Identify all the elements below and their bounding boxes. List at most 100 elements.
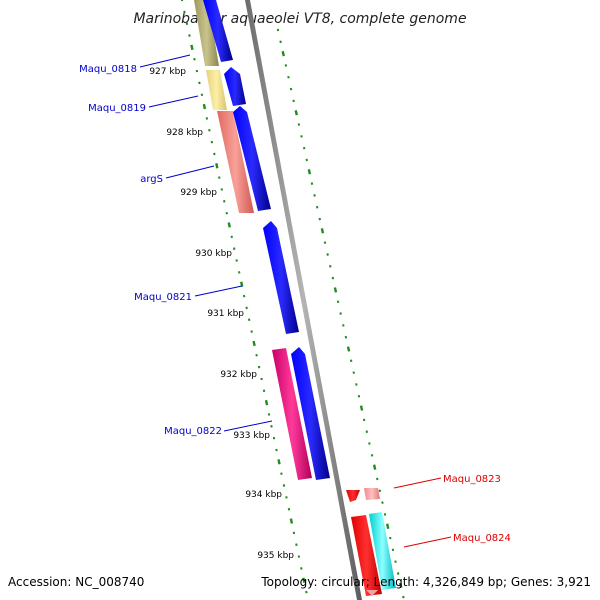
ring-tick [326,253,329,256]
gene-label-args[interactable]: argS [140,174,163,185]
ring-tick [210,140,214,144]
ring-tick [305,590,308,594]
ring-tick [294,110,298,116]
map-title: Marinobacter aquaeolei VT8, complete gen… [133,11,466,27]
ring-tick [352,371,355,374]
feature-red-small [346,490,360,502]
ring-tick [355,383,358,386]
ring-tick [357,394,361,398]
ring-tick [242,294,246,298]
gene-arrow-1 [203,0,233,62]
ring-tick [190,44,194,51]
ring-tick [281,50,285,57]
gene-label-maqu-0819[interactable]: Maqu_0819 [88,103,146,114]
ring-tick [333,287,338,293]
feature-track [194,0,396,596]
ring-tick [372,464,377,470]
ring-tick [359,405,364,411]
tick-label: 927 kbp [149,67,186,77]
tick-label: 935 kbp [257,551,294,561]
ring-tick [188,34,191,37]
ring-tick [282,484,286,487]
gene-label-maqu-0823[interactable]: Maqu_0823 [443,474,501,485]
feature-red-large [351,515,382,596]
ring-tick [277,459,281,465]
ring-tick [315,205,319,209]
ring-tick [399,582,403,588]
ring-tick [215,163,219,169]
tick-label: 932 kbp [220,370,257,380]
gene-label-maqu-0821[interactable]: Maqu_0821 [134,292,192,303]
ring-tick [289,87,293,91]
ring-tick [313,194,316,197]
ring-tick [381,501,384,504]
genome-summary-text: Topology: circular; Length: 4,326,849 bp… [260,575,591,589]
ring-tick [370,454,374,457]
gene-arrow-4 [263,221,299,334]
ring-tick [305,158,308,162]
ring-tick [302,146,306,150]
ring-tick [280,472,283,475]
ring-tick [383,513,387,516]
ring-tick [193,57,196,61]
tick-label: 934 kbp [245,490,282,500]
ring-tick [247,318,251,322]
gene-label-maqu-0824[interactable]: Maqu_0824 [453,533,511,544]
ring-tick [318,217,321,221]
ring-tick [307,169,312,175]
position-ticks: 927 kbp 928 kbp 929 kbp 930 kbp 931 kbp … [149,67,294,561]
ring-tick [245,306,248,310]
ring-tick [349,359,353,363]
feature-cyan [369,512,396,590]
ring-tick [331,276,335,280]
tick-label: 930 kbp [195,249,232,259]
gene-label-maqu-0822[interactable]: Maqu_0822 [164,426,222,437]
gene-label-maqu-0818[interactable]: Maqu_0818 [79,64,137,75]
ring-tick [284,64,288,67]
ring-tick [391,548,395,552]
ring-tick [300,567,303,570]
ring-tick [262,389,266,393]
feature-pink-tail [366,590,378,596]
ring-tick [302,577,306,583]
gene-arrow-3 [233,106,271,211]
ring-tick [240,281,244,287]
ring-tick [267,413,271,416]
ring-tick [225,211,228,215]
feature-salmon [217,111,254,213]
gene-arrow-2 [224,67,246,106]
ring-tick [202,103,207,110]
feature-magenta [272,348,312,480]
ring-tick [287,75,290,79]
tick-label: 928 kbp [166,128,203,138]
ring-tick [396,572,400,575]
ring-tick [329,264,332,268]
gene-arrow-5 [291,347,330,480]
ring-tick [394,560,397,563]
ring-tick [223,199,226,203]
ring-tick [362,418,366,422]
ring-tick [346,346,351,352]
ring-tick [252,340,256,347]
ring-tick [205,117,209,120]
ring-tick [310,182,314,185]
feature-pink-small [364,488,380,500]
feature-tan [194,0,219,66]
ring-tick [402,595,405,599]
ring-tick [339,312,342,315]
tick-label: 933 kbp [233,431,270,441]
inner-tick-ring [276,28,405,599]
tick-label: 929 kbp [180,188,217,198]
ring-tick [378,489,382,493]
ring-tick [289,518,294,524]
ring-tick [227,222,231,228]
ring-tick [287,507,291,511]
ring-tick [386,523,390,529]
gene-labels: Maqu_0818 Maqu_0819 argS Maqu_0821 Maqu_… [79,64,511,544]
ring-tick [292,99,295,103]
ring-tick [208,128,211,132]
outer-tick-ring [180,0,308,594]
ring-tick [264,399,269,406]
ring-tick [376,477,379,481]
